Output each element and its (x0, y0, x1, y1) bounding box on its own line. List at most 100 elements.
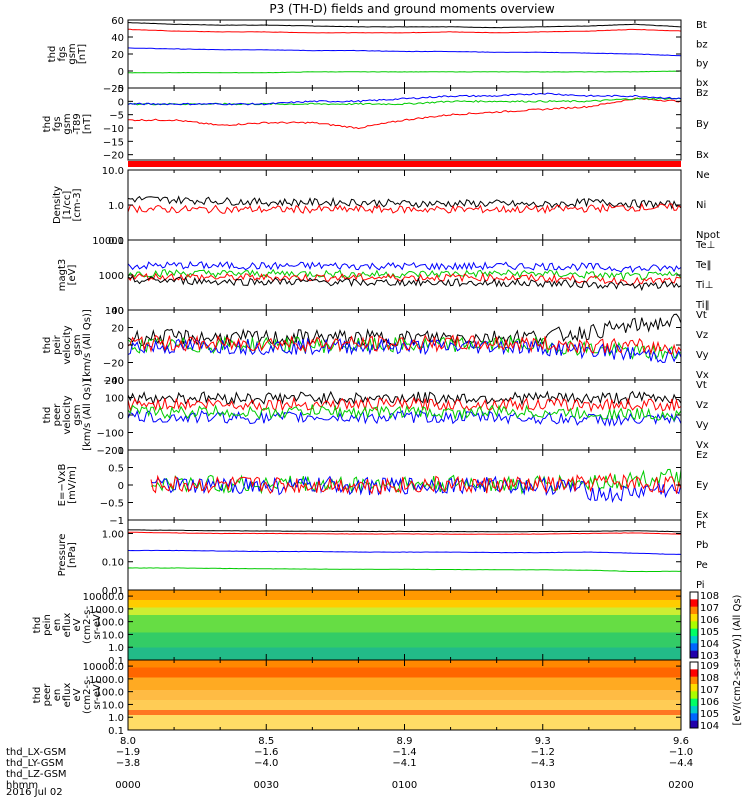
y-axis-label: [mV/m] (67, 466, 78, 504)
legend-p8: Pi (696, 580, 705, 591)
series-p4 (128, 268, 681, 281)
y-tick-label: 100 (105, 306, 124, 317)
y-axis-label: Pressure (57, 534, 68, 577)
colorbar-swatch (690, 698, 698, 707)
colorbar-swatch (690, 706, 698, 714)
legend-p5: Vx (696, 370, 709, 381)
spectrogram-band (128, 670, 681, 673)
series-p8 (128, 549, 681, 555)
legend-p7: Ey (696, 480, 708, 491)
legend-p6: Vz (696, 400, 708, 411)
spectrogram-band (128, 650, 681, 653)
legend-p3: Ne (696, 170, 710, 181)
y-tick-label: 1000.0 (89, 605, 124, 616)
y-axis-label: gsm (72, 404, 83, 425)
x-tick-label: 8.0 (120, 736, 136, 747)
legend-p8: Pb (696, 540, 708, 551)
y-tick-label: 10000.0 (83, 592, 124, 603)
legend-p1: by (696, 59, 708, 70)
series-p5 (128, 337, 681, 364)
y-tick-label: −20 (103, 84, 124, 95)
x-tick-label: 8.5 (258, 736, 274, 747)
y-tick-label: −1 (109, 516, 124, 527)
y-tick-label: 0.1 (108, 726, 124, 737)
y-tick-label: 0 (118, 97, 124, 108)
spectrogram-band (128, 642, 681, 646)
mode-bar (128, 161, 681, 167)
series-p6 (128, 396, 681, 413)
y-tick-label: 0.1 (108, 656, 124, 667)
y-axis-label: sr-eV) (92, 680, 103, 709)
spectrogram-band (128, 675, 681, 678)
y-axis-label: sr-eV) (92, 610, 103, 639)
y-axis-label: eV (72, 618, 83, 631)
y-tick-label: 0 (118, 481, 124, 492)
legend-p5: Vy (696, 350, 709, 361)
y-tick-label: 1000 (99, 271, 124, 282)
spectrogram-band (128, 682, 681, 686)
y-axis-label: magt3 (57, 259, 68, 292)
spectrogram-band (128, 607, 681, 611)
y-tick-label: 1.00 (102, 529, 124, 540)
y-tick-label: 0 (118, 341, 124, 352)
spectrogram-band (128, 632, 681, 636)
panel-p1: 60 40 20 0 −20 thd fgs gsm [nT] Bt bz by bx (47, 16, 708, 95)
spectrogram-band (128, 637, 681, 641)
x-tick-label: −4.4 (669, 758, 693, 769)
y-tick-label: 1.0 (108, 201, 124, 212)
x-tick-label: −3.8 (116, 758, 140, 769)
colorbar-tick-label: 104 (700, 721, 719, 732)
y-axis-label: (cm2-s- (82, 676, 93, 714)
y-tick-label: −15 (103, 137, 124, 148)
y-axis-label: thd (42, 116, 53, 133)
series-p2 (128, 97, 681, 130)
x-axis-row-label: thd_LZ-GSM (6, 769, 67, 780)
y-tick-label: −20 (103, 151, 124, 162)
spectrogram-band (128, 702, 681, 706)
x-tick-label: −4.1 (392, 758, 416, 769)
y-tick-label: 60 (111, 16, 124, 27)
series-p1 (128, 28, 681, 34)
y-axis-label: E=−VxB (57, 464, 68, 507)
y-tick-label: 5 (118, 84, 124, 95)
spectrogram-band (128, 680, 681, 683)
y-axis-label: Density (52, 186, 63, 224)
y-tick-label: 1000.0 (89, 675, 124, 686)
x-tick-label: −4.3 (531, 758, 555, 769)
panel-p3: 10.0 1.0 0.1 Density [1/cc] [cm-3] Ne Ni Npot (52, 166, 720, 247)
y-axis-label: [nT] (82, 114, 93, 134)
colorbar-tick-label: 106 (700, 615, 719, 626)
spectrogram-band (128, 640, 681, 643)
series-p1 (128, 22, 681, 29)
legend-p4: Ti‖ (695, 300, 710, 311)
legend-p6: Vy (696, 420, 709, 431)
spectrogram-band (128, 635, 681, 638)
x-tick-label: −1.2 (531, 747, 555, 758)
series-p5 (128, 334, 681, 356)
colorbar-swatch (690, 628, 698, 637)
spectrogram-band (128, 677, 681, 681)
series-p3 (128, 202, 681, 215)
y-tick-label: 200 (105, 376, 124, 387)
y-axis-label: thd (32, 617, 43, 634)
panel-p4: 10000 1000 100 magt3 [eV] Te⊥ Te‖ Ti⊥ Ti‖ (57, 236, 715, 317)
panel-p7: 1 0.5 0 −0.5 −1 E=−VxB [mV/m] Ez Ey Ex (57, 446, 708, 527)
spectrogram-band (128, 600, 681, 603)
colorbar-swatch (690, 592, 698, 600)
series-p6 (128, 404, 681, 422)
spectrogram-band (128, 705, 681, 708)
y-axis-label: [eV] (67, 265, 78, 286)
legend-p7: Ex (696, 510, 708, 521)
y-tick-label: 1.0 (108, 713, 124, 724)
panel-p8: 1.00 0.10 0.01 Pressure [nPa] Pt Pb Pe Pi (57, 519, 708, 597)
y-tick-label: −0.5 (100, 499, 124, 510)
spectrogram-band (128, 715, 681, 718)
spectrogram-band (128, 667, 681, 671)
y-tick-label: 10.0 (102, 630, 124, 641)
y-tick-label: 0.5 (108, 464, 124, 475)
y-axis-label: thd (32, 687, 43, 704)
